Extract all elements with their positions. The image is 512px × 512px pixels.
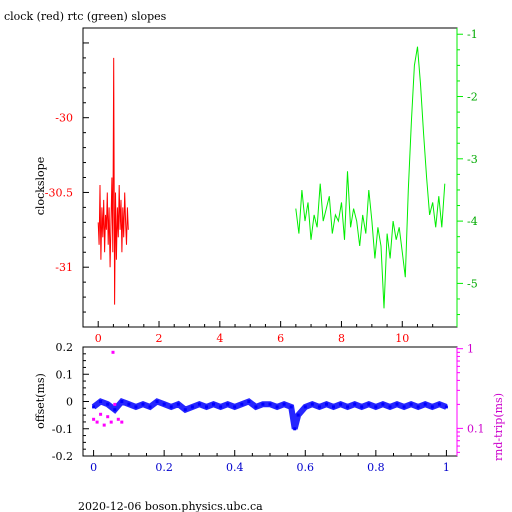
slopes-y2-tick-label: -1 bbox=[467, 28, 478, 41]
offset-y-tick-label: 0.1 bbox=[56, 368, 74, 381]
slopes-ylabel: clockslope bbox=[34, 157, 47, 215]
offset-x-tick-label: 1 bbox=[443, 461, 450, 474]
offset-y-tick-label: 0 bbox=[66, 396, 73, 409]
series-rnd-trip-point bbox=[106, 415, 110, 419]
series-rnd-trip-point bbox=[95, 420, 99, 424]
footer-caption: 2020-12-06 boson.physics.ubc.ca bbox=[78, 500, 263, 512]
offset-x-tick-label: 0.8 bbox=[367, 461, 385, 474]
slopes-y-tick-label: -30.5 bbox=[45, 186, 73, 199]
slopes-x-tick-label: 8 bbox=[338, 332, 345, 345]
offset-ylabel: offset(ms) bbox=[34, 373, 47, 429]
slopes-y-tick-label: -30 bbox=[55, 112, 73, 125]
series-rnd-trip-point bbox=[102, 423, 106, 427]
slopes-frame bbox=[82, 27, 458, 328]
slopes-x-tick-label: 2 bbox=[156, 332, 163, 345]
series-rnd-trip-point bbox=[99, 412, 103, 416]
slopes-y-tick-label: -31 bbox=[55, 261, 73, 274]
series-rnd-trip-point bbox=[109, 420, 113, 424]
series-rtc-line bbox=[295, 46, 446, 309]
slopes-y2-tick-label: -2 bbox=[467, 91, 478, 104]
slopes-y2-tick-label: -3 bbox=[467, 153, 478, 166]
series-offset-band bbox=[91, 397, 448, 430]
series-rnd-trip-point bbox=[111, 350, 115, 354]
offset-panel: 0 0.2 0.4 0.6 0.8 1 -0.2 -0.1 0 0.1 0.2 0.1 1 bbox=[52, 341, 485, 474]
slopes-x-tick-label: 4 bbox=[216, 332, 223, 345]
offset-x-tick-label: 0 bbox=[90, 461, 97, 474]
slopes-x-tick-label: 6 bbox=[277, 332, 284, 345]
slopes-x-tick-label: 10 bbox=[395, 332, 409, 345]
series-rnd-trip-point bbox=[113, 402, 117, 406]
slopes-y2-tick-label: -5 bbox=[467, 277, 478, 290]
series-rnd-trip-point bbox=[116, 417, 120, 421]
series-rnd-trip-point bbox=[120, 420, 124, 424]
slopes-title: clock (red) rtc (green) slopes bbox=[4, 10, 167, 23]
rndtrip-y-tick-label: 1 bbox=[467, 343, 474, 356]
series-clock-line bbox=[97, 57, 129, 305]
rndtrip-y-tick-label: 0.1 bbox=[467, 422, 485, 435]
series-rnd-trip-point bbox=[92, 417, 96, 421]
offset-x-tick-label: 0.6 bbox=[297, 461, 315, 474]
slopes-y2-tick-label: -4 bbox=[467, 215, 478, 228]
rndtrip-ylabel: rnd-trip(ms) bbox=[492, 393, 505, 461]
offset-x-tick-label: 0.2 bbox=[155, 461, 173, 474]
offset-y-tick-label: -0.1 bbox=[52, 423, 73, 436]
slopes-x-tick-label: 0 bbox=[95, 332, 102, 345]
offset-x-tick-label: 0.4 bbox=[226, 461, 244, 474]
offset-y-tick-label: -0.2 bbox=[52, 450, 73, 463]
slopes-panel: 0 2 4 6 8 10 -31 -30.5 -30 -5 -4 -3 -2 -1 bbox=[45, 27, 478, 345]
offset-y-tick-label: 0.2 bbox=[56, 341, 74, 354]
